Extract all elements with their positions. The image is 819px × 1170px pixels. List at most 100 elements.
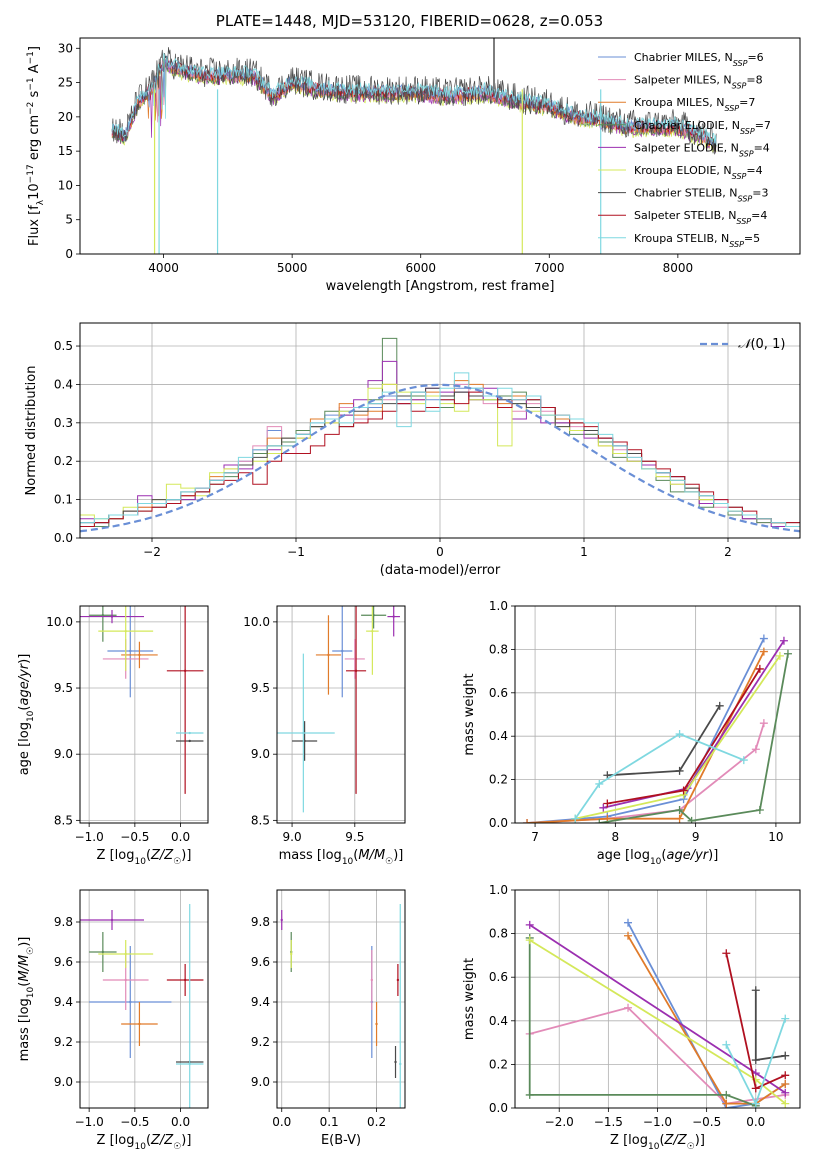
label-part: Normed distribution bbox=[24, 366, 39, 496]
data-point bbox=[399, 1062, 402, 1066]
label-part: A bbox=[27, 64, 42, 77]
x-tick-label: 4000 bbox=[148, 261, 179, 275]
axes-frame bbox=[276, 889, 406, 1109]
data-point bbox=[303, 739, 306, 743]
label-part: =4 bbox=[754, 141, 770, 154]
legend-label: Salpeter MILES, NSSP=8 bbox=[634, 74, 763, 91]
x-axis-label: age [log10(age/yr)] bbox=[597, 848, 719, 867]
y-tick-label: 30 bbox=[58, 41, 73, 55]
data-point bbox=[188, 1062, 191, 1066]
plus-marker bbox=[624, 1003, 633, 1012]
data-point bbox=[341, 649, 344, 653]
y-tick-label: 0.0 bbox=[54, 531, 73, 545]
normal-reference-curve bbox=[80, 383, 800, 533]
data-point bbox=[394, 1060, 397, 1064]
x-tick-label: 10 bbox=[768, 830, 783, 844]
plus-marker bbox=[779, 636, 788, 645]
y-tick-label: 20 bbox=[58, 110, 73, 124]
legend-label: Chabrier STELIB, NSSP=3 bbox=[634, 187, 768, 204]
data-point bbox=[392, 615, 395, 618]
data-point bbox=[372, 614, 375, 617]
plus-marker bbox=[759, 647, 768, 656]
y-tick-label: 0.6 bbox=[489, 686, 508, 700]
mass-weight-vs-Z-plot-area bbox=[525, 918, 790, 1108]
y-tick-label: 0.0 bbox=[489, 1101, 508, 1115]
y-tick-label: 0.2 bbox=[489, 1057, 508, 1071]
plus-marker bbox=[679, 786, 688, 795]
label-part: wavelength [Angstrom, rest frame] bbox=[326, 279, 555, 294]
axes-frame bbox=[79, 605, 209, 824]
x-tick-label: 0.1 bbox=[320, 1115, 339, 1129]
data-point bbox=[183, 669, 187, 673]
label-part: SSP bbox=[732, 81, 747, 90]
label-part: )] bbox=[181, 848, 191, 863]
data-point bbox=[183, 978, 187, 982]
spectrum-panel: 4000 5000 6000 7000 8000 0 5 10 15 20 25 30 waveleng… bbox=[26, 37, 801, 294]
plus-marker bbox=[739, 756, 748, 765]
y-tick-label: 9.0 bbox=[251, 747, 270, 761]
label-part: =4 bbox=[746, 164, 762, 177]
label-part: )] bbox=[17, 937, 32, 947]
x-tick-label: −1.5 bbox=[594, 1115, 623, 1129]
plus-marker bbox=[781, 1080, 790, 1089]
y-tick-label: 9.0 bbox=[54, 747, 73, 761]
plus-marker bbox=[715, 701, 724, 710]
label-part: 10 bbox=[26, 986, 36, 998]
x-tick-label: −1.0 bbox=[643, 1115, 672, 1129]
data-point bbox=[129, 649, 132, 653]
plus-marker bbox=[675, 730, 684, 739]
plus-marker bbox=[781, 1071, 790, 1080]
plus-marker bbox=[603, 799, 612, 808]
data-point bbox=[396, 978, 400, 982]
label-part: )] bbox=[393, 848, 403, 863]
label-part: SSP bbox=[738, 194, 753, 203]
label-part: SSP bbox=[740, 126, 755, 135]
label-part: 10 bbox=[650, 857, 662, 867]
y-tick-label: 8.5 bbox=[251, 813, 270, 827]
x-tick-label: −1.0 bbox=[75, 1115, 104, 1129]
y-tick-label: 9.2 bbox=[251, 1035, 270, 1049]
y-tick-label: 9.8 bbox=[54, 915, 73, 929]
x-axis-label: Z [log10(Z/Z☉)] bbox=[97, 848, 192, 867]
label-part: 10 bbox=[27, 183, 42, 200]
label-part: ( bbox=[661, 848, 666, 863]
data-point bbox=[138, 653, 141, 657]
label-part: ☉ bbox=[687, 1142, 695, 1152]
label-part: ☉ bbox=[173, 1142, 181, 1152]
x-tick-label: 9 bbox=[692, 830, 700, 844]
y-tick-label: 9.4 bbox=[251, 995, 270, 1009]
label-part: Kroupa ELODIE, N bbox=[634, 164, 732, 177]
y-tick-label: 10.0 bbox=[243, 615, 270, 629]
mass-weight-series bbox=[574, 732, 745, 820]
plus-marker bbox=[759, 634, 768, 643]
label-part: SSP bbox=[736, 217, 751, 226]
legend-label: Kroupa STELIB, NSSP=5 bbox=[634, 232, 760, 249]
plus-marker bbox=[722, 949, 731, 958]
y-tick-label: 9.0 bbox=[54, 1075, 73, 1089]
data-point bbox=[370, 978, 374, 982]
label-part: ☉ bbox=[385, 857, 393, 867]
axes-frame bbox=[79, 889, 209, 1109]
y-tick-label: 9.6 bbox=[251, 955, 270, 969]
plus-marker bbox=[525, 1090, 534, 1099]
legend-label: Salpeter ELODIE, NSSP=4 bbox=[634, 141, 770, 158]
legend-label: Kroupa MILES, NSSP=7 bbox=[634, 96, 755, 113]
x-axis-label: mass [log10(M/M☉)] bbox=[279, 848, 404, 867]
plus-marker bbox=[675, 766, 684, 775]
y-tick-label: 9.2 bbox=[54, 1035, 73, 1049]
plus-marker bbox=[755, 664, 764, 673]
label-part: =3 bbox=[752, 187, 768, 200]
label-part: mass [log bbox=[17, 998, 32, 1061]
x-tick-label: −1.0 bbox=[75, 830, 104, 844]
axes-frame bbox=[514, 605, 801, 824]
label-part: Kroupa MILES, N bbox=[634, 96, 724, 109]
label-part: Chabrier STELIB, N bbox=[634, 187, 738, 200]
x-axis-label: E(B-V) bbox=[321, 1133, 361, 1148]
label-part: 10 bbox=[342, 857, 354, 867]
mass-weight-series bbox=[627, 935, 786, 1105]
data-point bbox=[110, 918, 114, 922]
y-tick-label: 9.5 bbox=[251, 681, 270, 695]
plus-marker bbox=[775, 651, 784, 660]
